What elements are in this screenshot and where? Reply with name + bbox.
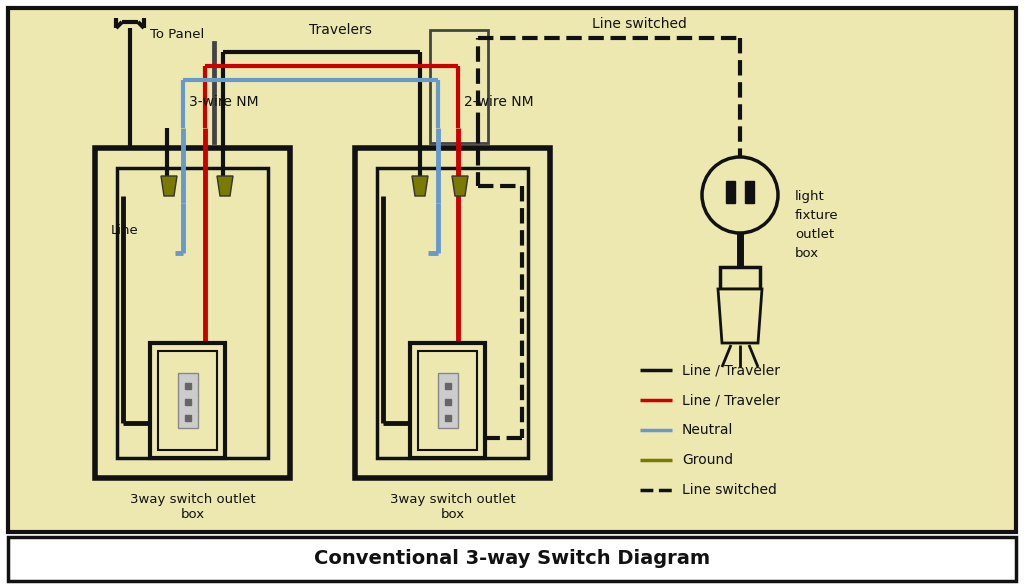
Bar [720, 267, 760, 289]
Text: Line switched: Line switched [592, 17, 686, 31]
Bar [430, 30, 488, 143]
Text: light
fixture
outlet
box: light fixture outlet box [795, 190, 839, 260]
Bar [213, 42, 215, 143]
Bar [726, 181, 735, 203]
Text: Line / Traveler: Line / Traveler [682, 393, 780, 407]
Bar [377, 168, 528, 458]
Polygon shape [161, 176, 177, 196]
Bar [95, 148, 290, 478]
Text: 3way switch outlet
box: 3way switch outlet box [130, 493, 255, 521]
Bar [355, 148, 550, 478]
Text: 3-wire NM: 3-wire NM [189, 95, 259, 109]
Polygon shape [217, 176, 233, 196]
Bar [745, 181, 754, 203]
Text: Travelers: Travelers [309, 23, 372, 37]
Text: Line switched: Line switched [682, 483, 777, 497]
Polygon shape [412, 176, 428, 196]
Text: 2-wire NM: 2-wire NM [464, 95, 534, 109]
Bar [8, 537, 1016, 581]
Polygon shape [452, 176, 468, 196]
Text: Line / Traveler: Line / Traveler [682, 363, 780, 377]
Bar [418, 351, 477, 450]
Bar [410, 343, 485, 458]
Bar [117, 168, 268, 458]
Text: Ground: Ground [682, 453, 733, 467]
Text: 3way switch outlet
box: 3way switch outlet box [390, 493, 515, 521]
Bar [150, 343, 225, 458]
Bar [178, 373, 198, 428]
Circle shape [702, 157, 778, 233]
Polygon shape [718, 289, 762, 343]
Text: Neutral: Neutral [682, 423, 733, 437]
Bar [158, 351, 217, 450]
Bar [438, 373, 458, 428]
Text: Conventional 3-way Switch Diagram: Conventional 3-way Switch Diagram [314, 550, 710, 569]
Text: Line: Line [111, 223, 138, 236]
Bar [8, 8, 1016, 532]
Text: To Panel: To Panel [150, 28, 204, 42]
